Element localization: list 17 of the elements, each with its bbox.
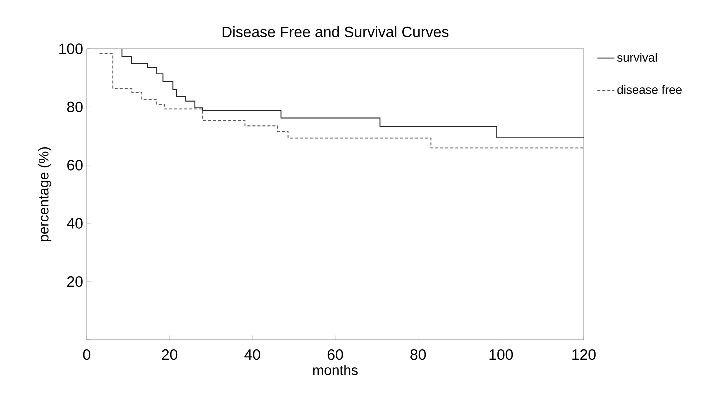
y-tick-label: 80: [67, 102, 83, 113]
y-tick-label: 60: [68, 160, 83, 171]
y-tick-label: 100: [60, 44, 83, 54]
x-axis-title: months: [313, 365, 358, 376]
y-tick-label: 20: [68, 276, 83, 288]
x-tick-label: 80: [410, 350, 426, 360]
x-tick-label: 20: [162, 350, 178, 360]
y-tick-label: 40: [67, 218, 83, 229]
x-tick-label: 40: [244, 350, 260, 360]
chart-title: Disease Free and Survival Curves: [222, 26, 449, 38]
x-tick-label: 120: [572, 350, 596, 360]
legend-label: survival: [617, 53, 657, 62]
y-axis-title: percentage (%): [38, 148, 52, 242]
x-tick-label: 0: [83, 350, 91, 360]
x-tick-label: 100: [490, 350, 514, 360]
legend-label: disease free: [618, 85, 682, 94]
x-tick-label: 60: [328, 350, 344, 360]
